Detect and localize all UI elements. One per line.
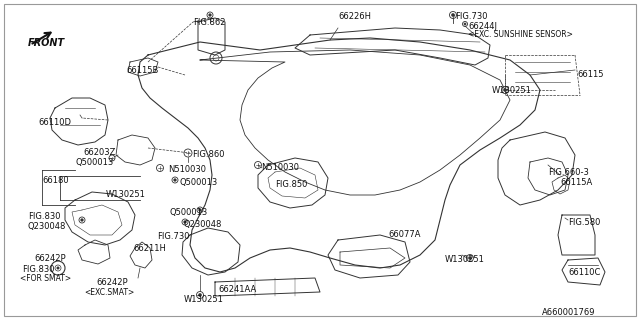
Text: 66110D: 66110D xyxy=(38,118,71,127)
Circle shape xyxy=(81,219,83,221)
Text: 66115B: 66115B xyxy=(126,66,158,75)
Text: 66180: 66180 xyxy=(42,176,68,185)
Text: 66241AA: 66241AA xyxy=(218,285,256,294)
Text: FIG.730: FIG.730 xyxy=(157,232,189,241)
Text: Q500013: Q500013 xyxy=(170,208,208,217)
Text: <EXC.SMAT>: <EXC.SMAT> xyxy=(84,288,134,297)
Text: FIG.580: FIG.580 xyxy=(568,218,600,227)
Text: Q500013: Q500013 xyxy=(180,178,218,187)
Text: N510030: N510030 xyxy=(168,165,206,174)
Text: Q500013: Q500013 xyxy=(76,158,115,167)
Text: A660001769: A660001769 xyxy=(542,308,595,317)
Text: 66226H: 66226H xyxy=(338,12,371,21)
Text: FIG.830: FIG.830 xyxy=(28,212,61,221)
Text: 66115A: 66115A xyxy=(560,178,592,187)
Text: FIG.850: FIG.850 xyxy=(275,180,307,189)
Circle shape xyxy=(198,293,202,297)
Text: 66211H: 66211H xyxy=(133,244,166,253)
Circle shape xyxy=(504,88,507,92)
Text: 66242P: 66242P xyxy=(96,278,127,287)
Circle shape xyxy=(198,209,202,211)
Text: W130251: W130251 xyxy=(106,190,146,199)
Text: FIG.660-3: FIG.660-3 xyxy=(548,168,589,177)
Text: W130251: W130251 xyxy=(184,295,224,304)
Text: N510030: N510030 xyxy=(261,163,299,172)
Text: Q230048: Q230048 xyxy=(28,222,67,231)
Text: 66110C: 66110C xyxy=(568,268,600,277)
Circle shape xyxy=(451,13,454,17)
Text: <EXC. SUNSHINE SENSOR>: <EXC. SUNSHINE SENSOR> xyxy=(468,30,573,39)
Text: 66203Z: 66203Z xyxy=(83,148,115,157)
Text: 66115: 66115 xyxy=(577,70,604,79)
Circle shape xyxy=(173,179,177,181)
Text: FIG.730: FIG.730 xyxy=(455,12,488,21)
Text: FIG.830: FIG.830 xyxy=(22,265,54,274)
Text: 66244J: 66244J xyxy=(468,22,497,31)
Circle shape xyxy=(468,256,472,260)
Text: 66242P: 66242P xyxy=(34,254,66,263)
Text: FIG.860: FIG.860 xyxy=(192,150,225,159)
Text: 66077A: 66077A xyxy=(388,230,420,239)
Text: FIG.862: FIG.862 xyxy=(193,18,225,27)
Text: W130251: W130251 xyxy=(492,86,532,95)
Circle shape xyxy=(464,23,466,25)
Circle shape xyxy=(209,14,211,16)
Text: FRONT: FRONT xyxy=(28,38,65,48)
Circle shape xyxy=(184,221,186,223)
Text: W130251: W130251 xyxy=(445,255,485,264)
Text: <FOR SMAT>: <FOR SMAT> xyxy=(20,274,71,283)
Text: Q230048: Q230048 xyxy=(184,220,222,229)
Circle shape xyxy=(56,267,60,269)
